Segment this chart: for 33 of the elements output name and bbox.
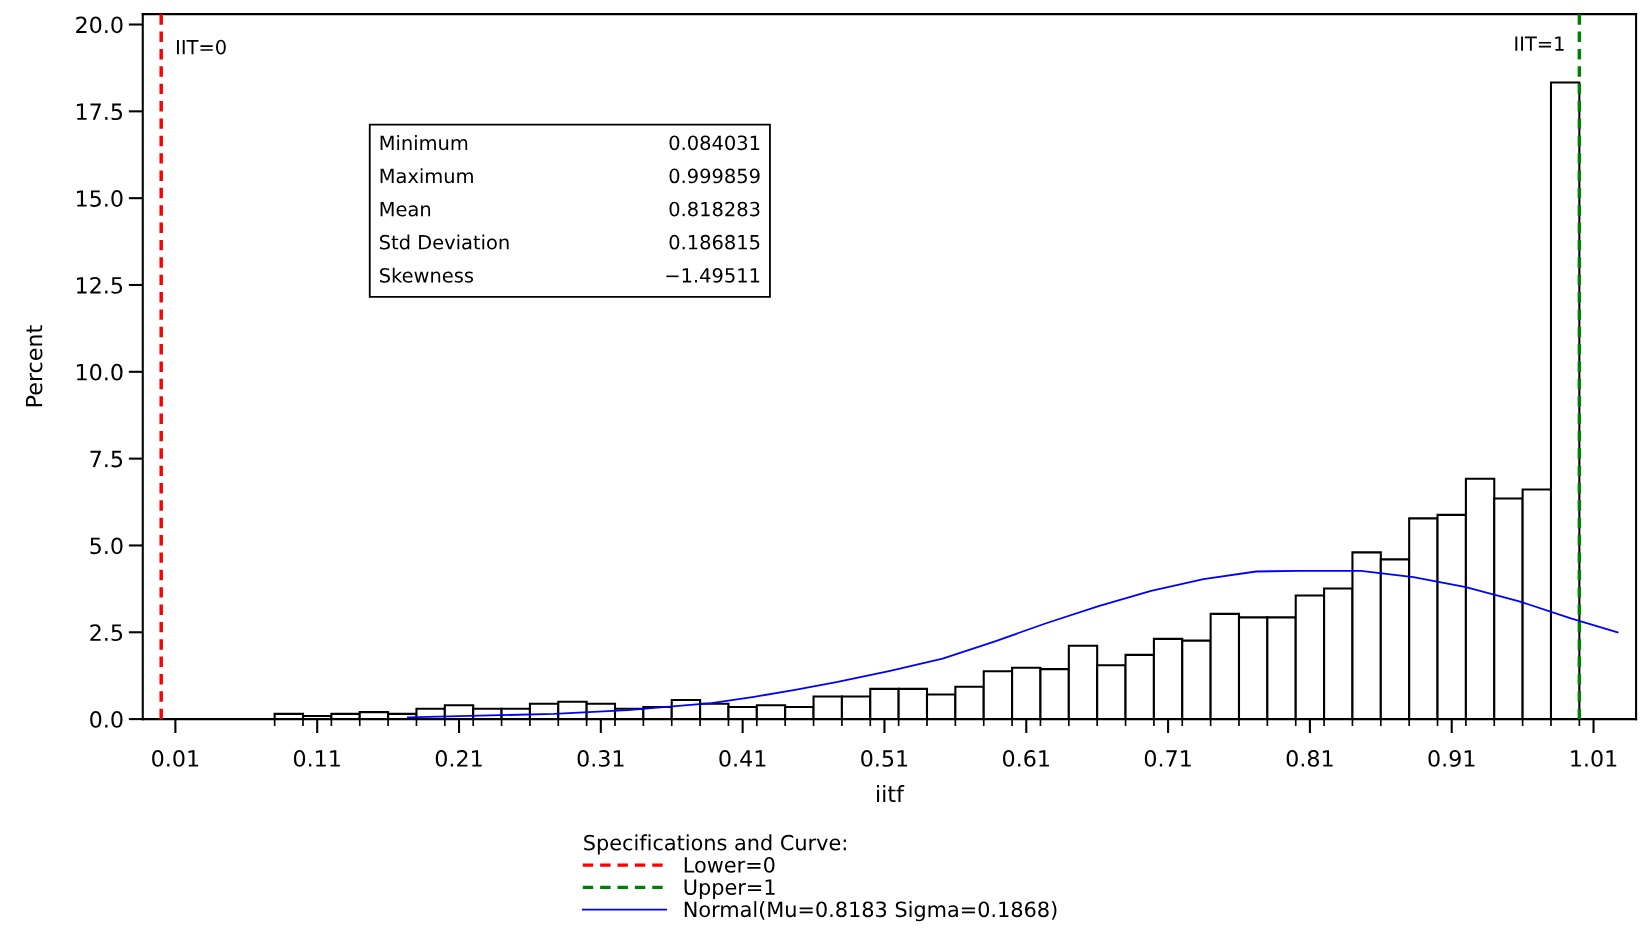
y-tick-label: 15.0 — [76, 190, 123, 207]
legend-title: Specifications and Curve: — [584, 834, 846, 855]
y-tick-label: 5.0 — [90, 537, 123, 555]
annotation: IIT=0 — [177, 39, 226, 55]
y-tick-label: 12.5 — [76, 276, 123, 294]
x-tick-label: 0.31 — [577, 750, 624, 767]
x-tick-label: 0.01 — [152, 750, 199, 767]
y-tick-label: 20.0 — [76, 16, 123, 34]
x-tick-label: 0.11 — [293, 750, 340, 767]
x-tick-label: 1.01 — [1571, 750, 1617, 767]
x-tick-label: 0.41 — [719, 750, 766, 767]
text: Std Deviation 0.186815 — [379, 234, 760, 250]
x-axis-title: iitf — [877, 785, 905, 802]
x-tick-label: 0.61 — [1003, 750, 1049, 767]
y-tick-label: 2.5 — [90, 624, 123, 642]
legend-label: Normal(Mu=0.8183 Sigma=0.1868) — [684, 901, 1057, 922]
legend-label: Lower=0 — [684, 856, 775, 873]
y-tick-label: 7.5 — [90, 450, 123, 468]
text: Minimum 0.084031 — [380, 135, 760, 151]
x-tick-label: 0.51 — [861, 750, 908, 767]
text: Mean 0.818283 — [380, 201, 760, 217]
x-tick-label: 0.71 — [1144, 750, 1191, 767]
legend-label: Upper=1 — [684, 879, 775, 899]
y-tick-label: 0.0 — [90, 711, 123, 728]
x-tick-label: 0.81 — [1286, 750, 1333, 767]
y-axis-title: Percent — [25, 325, 43, 407]
y-tick-label: 17.5 — [76, 103, 123, 121]
text: Maximum 0.999859 — [380, 168, 760, 184]
x-tick-label: 0.21 — [435, 750, 482, 767]
text: Skewness −1.49511 — [379, 267, 760, 283]
y-tick-label: 10.0 — [76, 363, 123, 381]
x-tick-label: 0.91 — [1428, 750, 1475, 767]
annotation: IIT=1 — [1515, 36, 1564, 51]
